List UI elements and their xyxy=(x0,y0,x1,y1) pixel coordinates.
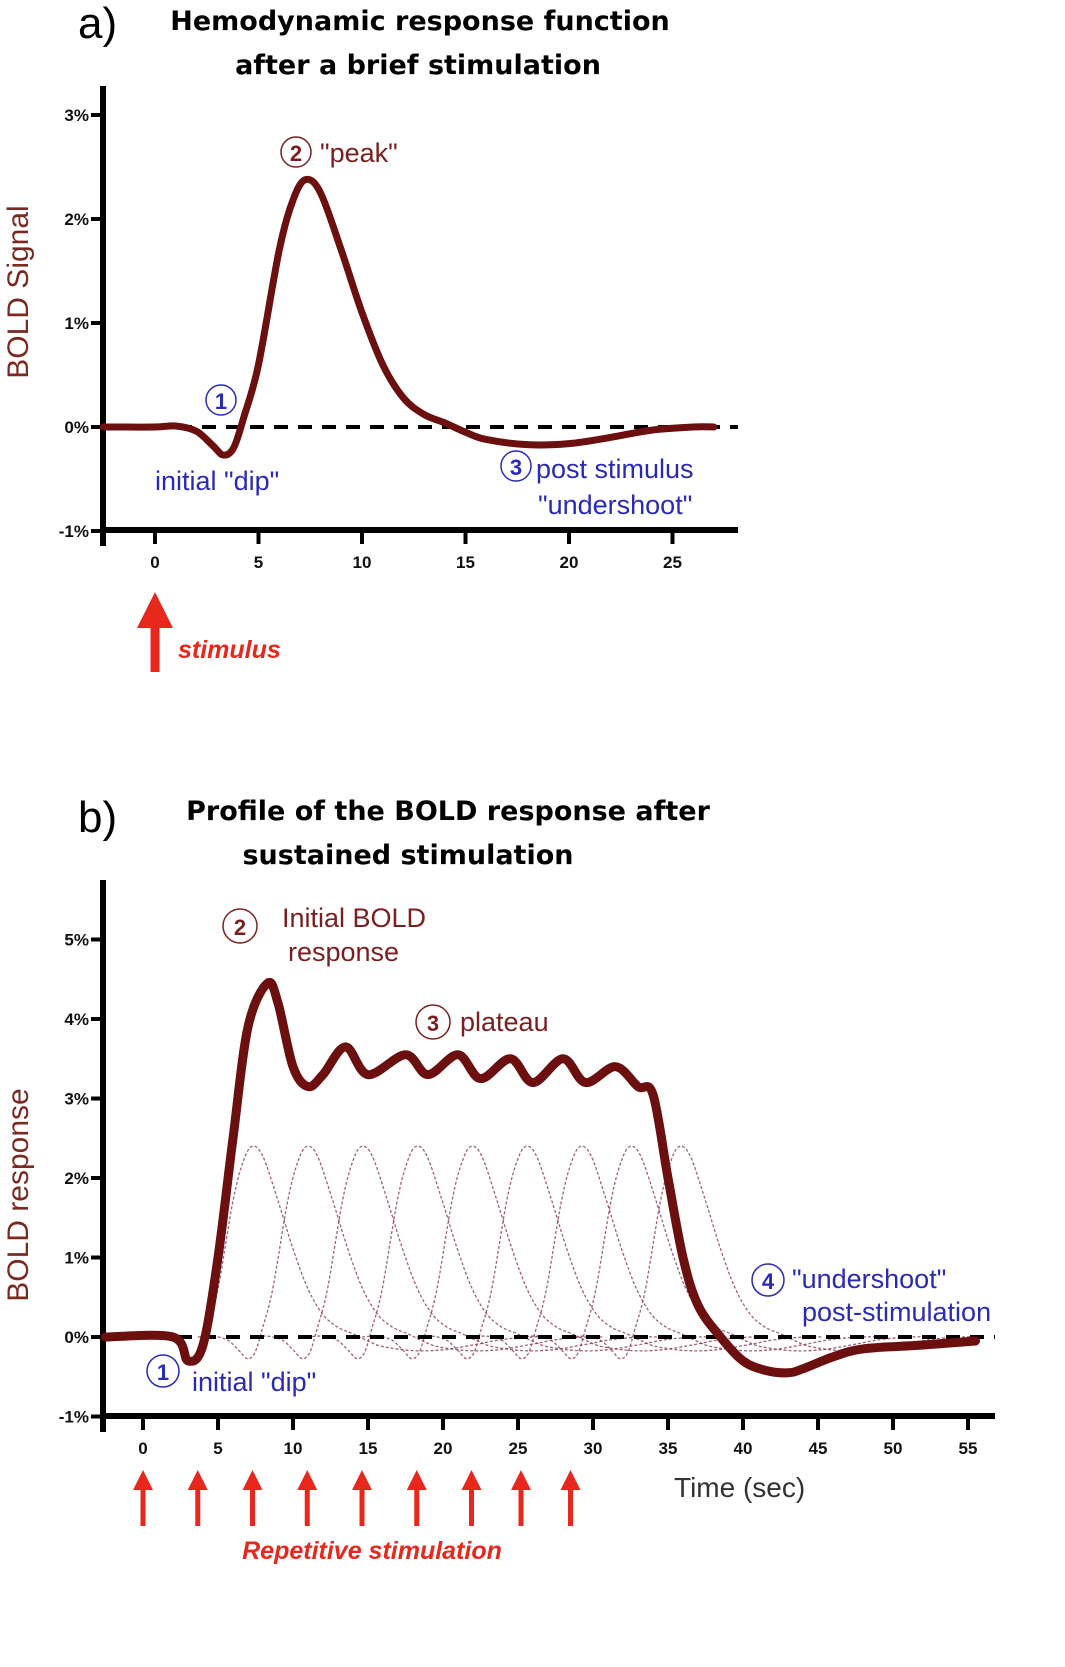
panel-b-title-line2: sustained stimulation xyxy=(242,840,573,871)
x-tick-label: 0 xyxy=(138,1439,147,1458)
annotation-b-3-text: plateau xyxy=(460,1007,549,1037)
annotation-a-3-circle xyxy=(500,450,532,482)
x-tick-label: 45 xyxy=(809,1439,828,1458)
panel-a-y-axis-label: BOLD Signal xyxy=(2,205,35,378)
y-tick-label: -1% xyxy=(59,522,89,541)
annotation-b-2-text-line2: response xyxy=(288,937,399,967)
individual-hrf-curve xyxy=(361,1145,768,1360)
annotation-b-4-text-line1: "undershoot" xyxy=(792,1264,946,1294)
annotation-b-1-text: initial "dip" xyxy=(192,1367,316,1397)
y-tick-label: 0% xyxy=(64,1328,89,1347)
panel-b-plot: 5% 4% 3% 2% 1% 0% -1% 0 5 10 15 20 25 30 35 40 45 50 55 xyxy=(59,880,995,1526)
panel-b-x-axis-label: Time (sec) xyxy=(674,1472,805,1503)
x-tick-label: 5 xyxy=(254,553,263,572)
panel-a-plot: 3% 2% 1% 0% -1% 0 5 10 15 20 25 xyxy=(59,86,738,672)
panel-a-title-line2: after a brief stimulation xyxy=(235,50,601,81)
y-tick-label: 1% xyxy=(64,314,89,333)
x-tick-label: 5 xyxy=(213,1439,222,1458)
x-tick-label: 20 xyxy=(434,1439,453,1458)
x-tick-label: 10 xyxy=(284,1439,303,1458)
annotation-b-2-number: 2 xyxy=(234,915,246,940)
x-tick-label: 30 xyxy=(584,1439,603,1458)
annotation-a-3-text-line2: "undershoot" xyxy=(538,490,692,520)
annotation-b-3-number: 3 xyxy=(427,1011,439,1036)
panel-b-label: b) xyxy=(78,793,117,842)
x-tick-label: 35 xyxy=(659,1439,678,1458)
annotation-a-3-text-line1: post stimulus xyxy=(536,454,694,484)
annotation-b-4-number: 4 xyxy=(762,1269,775,1294)
y-tick-label: 3% xyxy=(64,106,89,125)
x-tick-label: 15 xyxy=(359,1439,378,1458)
panel-a-label: a) xyxy=(78,0,117,48)
y-tick-label: 5% xyxy=(64,931,89,950)
x-tick-label: 25 xyxy=(509,1439,528,1458)
annotation-a-3-number: 3 xyxy=(510,455,522,480)
annotation-b-4-circle xyxy=(751,1263,785,1297)
y-tick-label: -1% xyxy=(59,1408,89,1427)
x-tick-label: 40 xyxy=(734,1439,753,1458)
annotation-b-1-circle xyxy=(146,1354,180,1388)
panel-b-y-axis-label: BOLD response xyxy=(2,1088,35,1301)
y-tick-label: 2% xyxy=(64,210,89,229)
y-tick-label: 1% xyxy=(64,1249,89,1268)
repetitive-stimulation-label: Repetitive stimulation xyxy=(242,1537,502,1565)
annotation-b-4-text-line2: post-stimulation xyxy=(802,1297,991,1327)
x-tick-label: 50 xyxy=(884,1439,903,1458)
x-tick-label: 55 xyxy=(959,1439,978,1458)
annotation-a-1-number: 1 xyxy=(215,389,227,414)
annotation-b-2-circle xyxy=(222,908,258,944)
x-tick-label: 25 xyxy=(663,553,682,572)
y-tick-label: 2% xyxy=(64,1169,89,1188)
annotation-a-2-number: 2 xyxy=(290,141,302,166)
annotation-b-2-text-line1: Initial BOLD xyxy=(282,903,426,933)
y-tick-label: 3% xyxy=(64,1090,89,1109)
y-tick-label: 4% xyxy=(64,1010,89,1029)
individual-hrf-curve xyxy=(197,1145,603,1360)
bold-response-curve xyxy=(99,175,718,459)
annotation-b-1-number: 1 xyxy=(157,1360,169,1385)
annotation-a-1-circle xyxy=(205,384,237,416)
annotation-a-2-circle xyxy=(280,136,312,168)
annotation-a-2-text: "peak" xyxy=(320,138,398,168)
panel-b-title-line1: Profile of the BOLD response after xyxy=(186,796,710,827)
x-tick-label: 10 xyxy=(353,553,372,572)
stimulus-label: stimulus xyxy=(178,636,281,664)
individual-hrf-curve xyxy=(252,1145,658,1360)
x-tick-label: 15 xyxy=(456,553,475,572)
annotation-b-3-circle xyxy=(415,1004,451,1040)
x-tick-label: 0 xyxy=(150,553,159,572)
annotation-a-1-text: initial "dip" xyxy=(155,466,279,496)
panel-a-title-line1: Hemodynamic response function xyxy=(170,6,669,37)
y-tick-label: 0% xyxy=(64,418,89,437)
x-tick-label: 20 xyxy=(560,553,579,572)
bold-response-curve xyxy=(101,977,980,1378)
individual-hrf-curve xyxy=(416,1145,822,1360)
